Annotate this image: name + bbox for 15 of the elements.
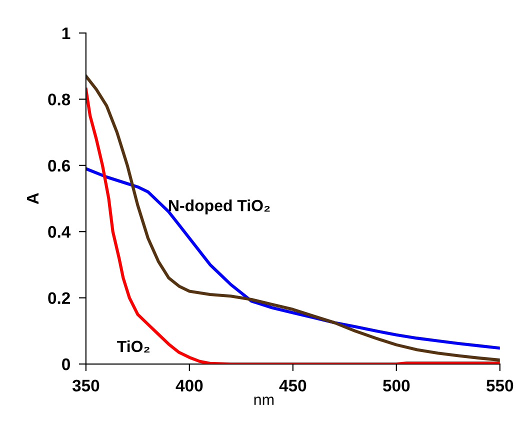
series-label: N-doped TiO₂ <box>169 199 270 214</box>
y-tick-label: 0.6 <box>48 160 70 172</box>
y-tick-label: 0.2 <box>48 292 70 304</box>
y-axis-title: A <box>27 192 38 204</box>
y-tick-label: 0.4 <box>48 226 71 238</box>
x-tick-label: 450 <box>279 380 306 392</box>
x-tick-label: 500 <box>383 380 410 392</box>
x-tick-label: 550 <box>486 380 514 392</box>
x-tick-label: 400 <box>176 380 203 392</box>
x-axis-title: nm <box>254 396 274 405</box>
y-tick-label: 0.8 <box>48 94 70 106</box>
y-tick-label: 0 <box>62 358 70 370</box>
series-label: TiO₂ <box>117 340 150 352</box>
x-tick-label: 350 <box>72 380 100 392</box>
y-tick-label: 1 <box>62 28 70 40</box>
